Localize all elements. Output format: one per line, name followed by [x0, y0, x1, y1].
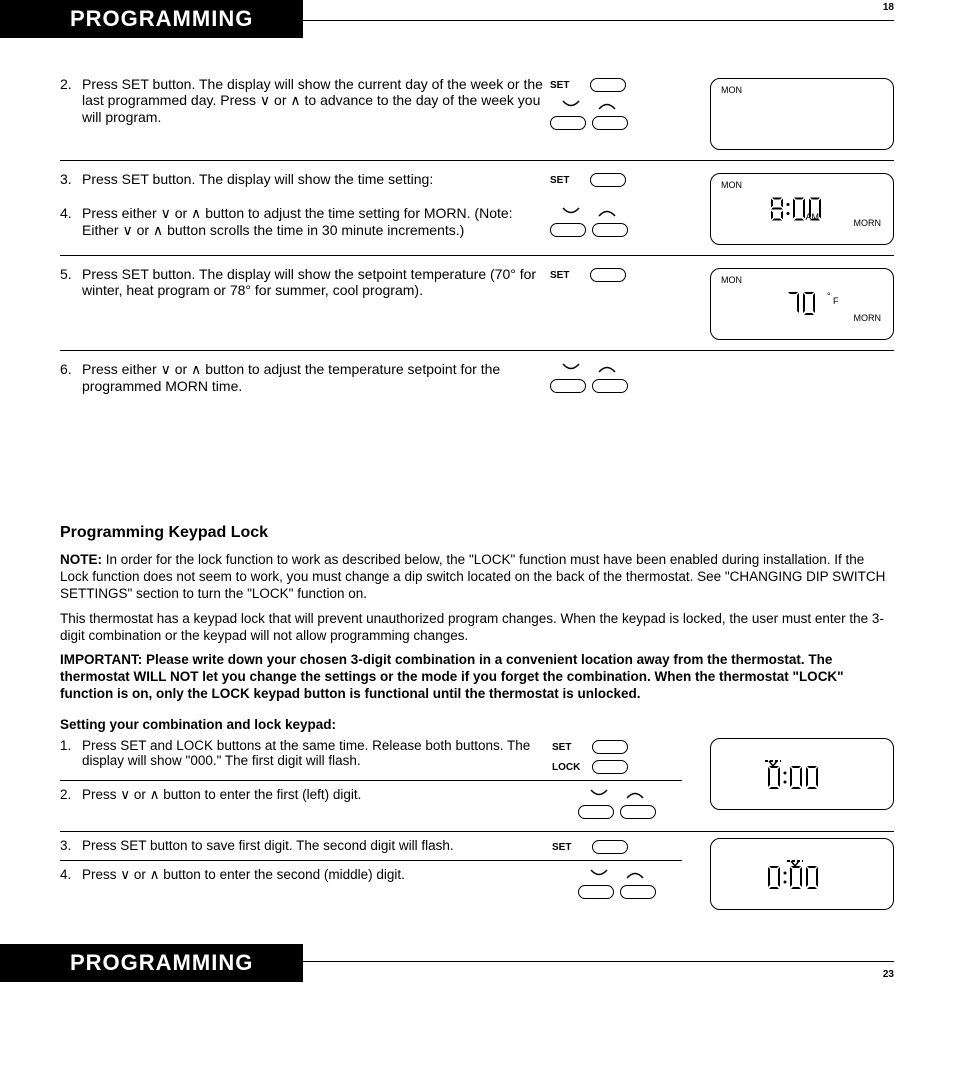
- lcd-display: MON AM MORN: [710, 173, 894, 245]
- step-text: Press ∨ or ∧ button to enter the second …: [82, 867, 405, 883]
- set-button[interactable]: [590, 268, 626, 282]
- footer-title: PROGRAMMING: [0, 944, 303, 982]
- degree-icon: °: [827, 291, 831, 301]
- step-num: 2.: [60, 787, 82, 803]
- up-button[interactable]: [620, 885, 656, 899]
- step-text: Press either ∨ or ∧ button to adjust the…: [82, 361, 550, 394]
- set-button[interactable]: [592, 740, 628, 754]
- step-text: Press SET button. The display will show …: [82, 76, 550, 125]
- down-button[interactable]: [578, 885, 614, 899]
- set-label: SET: [550, 270, 580, 281]
- lcd-time: [770, 197, 834, 222]
- note-text: In order for the lock function to work a…: [60, 552, 885, 601]
- step-text: Press SET and LOCK buttons at the same t…: [82, 738, 552, 774]
- page-header: PROGRAMMING 18: [60, 0, 894, 38]
- set-button[interactable]: [590, 173, 626, 187]
- step-text: Press SET button. The display will show …: [82, 266, 550, 298]
- step-num: 4.: [60, 867, 82, 883]
- lock-paragraph: This thermostat has a keypad lock that w…: [60, 611, 894, 645]
- down-button[interactable]: [578, 805, 614, 819]
- lcd-display: MON MORN ° F: [710, 268, 894, 340]
- step-num: 3.: [60, 171, 82, 187]
- step-row: 6. Press either ∨ or ∧ button to adjust …: [60, 350, 894, 404]
- step-text: Press either ∨ or ∧ button to adjust the…: [82, 205, 550, 239]
- note-label: NOTE:: [60, 552, 102, 567]
- lock-step-row: 3. Press SET button to save first digit.…: [60, 831, 894, 916]
- lcd-period: MORN: [854, 313, 882, 323]
- down-icon: [562, 363, 580, 373]
- set-button[interactable]: [590, 78, 626, 92]
- step-num: 4.: [60, 205, 82, 239]
- lock-button[interactable]: [592, 760, 628, 774]
- page-footer: PROGRAMMING 23: [60, 944, 894, 982]
- header-title: PROGRAMMING: [0, 0, 303, 38]
- set-label: SET: [550, 80, 580, 91]
- set-button[interactable]: [592, 840, 628, 854]
- up-icon: [626, 869, 644, 879]
- page-number-bottom: 23: [883, 969, 894, 980]
- step-text: Press ∨ or ∧ button to enter the first (…: [82, 787, 361, 803]
- step-row: 3. Press SET button. The display will sh…: [60, 160, 894, 255]
- lock-step-row: 1. Press SET and LOCK buttons at the sam…: [60, 732, 894, 831]
- page-number-top: 18: [883, 2, 894, 13]
- lcd-day: MON: [721, 85, 742, 95]
- lock-label: LOCK: [552, 762, 582, 773]
- up-icon: [598, 207, 616, 217]
- lcd-display: [710, 838, 894, 910]
- lcd-day: MON: [721, 275, 742, 285]
- lcd-lock-digits: [765, 758, 839, 790]
- down-icon: [590, 869, 608, 879]
- down-button[interactable]: [550, 223, 586, 237]
- up-icon: [598, 363, 616, 373]
- up-button[interactable]: [592, 379, 628, 393]
- step-num: 3.: [60, 838, 82, 854]
- setting-combo-heading: Setting your combination and lock keypad…: [60, 717, 894, 732]
- step-num: 5.: [60, 266, 82, 298]
- up-icon: [598, 100, 616, 110]
- note-paragraph: NOTE: In order for the lock function to …: [60, 552, 894, 603]
- lcd-display: MON: [710, 78, 894, 150]
- step-row: 5. Press SET button. The display will sh…: [60, 255, 894, 350]
- set-label: SET: [552, 742, 582, 753]
- lcd-unit: F: [833, 296, 839, 306]
- set-label: SET: [552, 842, 582, 853]
- lcd-temp: [786, 291, 826, 318]
- step-num: 2.: [60, 76, 82, 125]
- up-icon: [626, 789, 644, 799]
- down-button[interactable]: [550, 379, 586, 393]
- down-button[interactable]: [550, 116, 586, 130]
- lcd-period: MORN: [854, 218, 882, 228]
- step-num: 6.: [60, 361, 82, 394]
- down-icon: [562, 100, 580, 110]
- keypad-lock-heading: Programming Keypad Lock: [60, 524, 894, 542]
- up-button[interactable]: [592, 116, 628, 130]
- down-icon: [562, 207, 580, 217]
- down-icon: [590, 789, 608, 799]
- set-label: SET: [550, 175, 580, 186]
- lcd-display: [710, 738, 894, 810]
- step-num: 1.: [60, 738, 82, 774]
- important-paragraph: IMPORTANT: Please write down your chosen…: [60, 652, 894, 703]
- step-text: Press SET button. The display will show …: [82, 171, 550, 187]
- step-text: Press SET button to save first digit. Th…: [82, 838, 454, 854]
- lcd-lock-digits: [765, 858, 839, 890]
- up-button[interactable]: [592, 223, 628, 237]
- lcd-day: MON: [721, 180, 742, 190]
- up-button[interactable]: [620, 805, 656, 819]
- step-row: 2. Press SET button. The display will sh…: [60, 66, 894, 160]
